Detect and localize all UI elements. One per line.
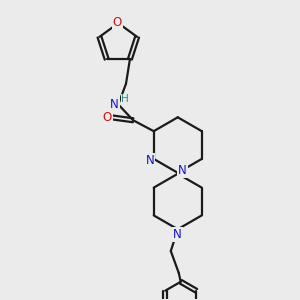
Text: N: N: [178, 164, 187, 177]
Text: N: N: [173, 228, 182, 241]
Text: N: N: [146, 154, 154, 167]
Text: O: O: [103, 111, 112, 124]
Text: N: N: [110, 98, 119, 111]
Text: H: H: [122, 94, 129, 104]
Text: O: O: [113, 16, 122, 29]
